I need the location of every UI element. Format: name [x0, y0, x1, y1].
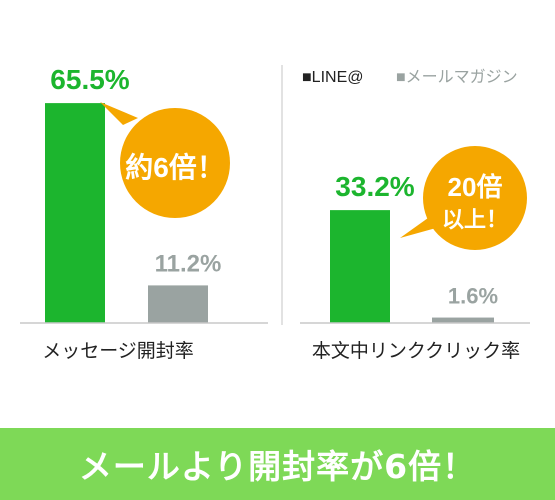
callout-6x-text: 約6倍！ — [125, 151, 225, 183]
label-line-click-rate: 33.2% — [335, 171, 414, 202]
bar-line-open-rate — [45, 103, 105, 323]
label-mail-click-rate: 1.6% — [448, 284, 498, 309]
label-line-open-rate: 65.5% — [50, 64, 129, 95]
xlabel-open-rate: メッセージ開封率 — [42, 340, 194, 362]
bar-line-click-rate — [330, 210, 390, 323]
callout-6x: 約6倍！ — [100, 102, 230, 218]
callout-20x-line1: 20倍 — [448, 172, 503, 202]
footer-banner: メールより開封率が6倍！ — [0, 428, 555, 500]
legend-line: ■LINE@ — [302, 69, 363, 86]
xlabel-click-rate: 本文中リンククリック率 — [312, 340, 520, 362]
callout-20x-line2: 以上！ — [442, 207, 508, 232]
legend-mail: ■メールマガジン — [396, 68, 518, 86]
bar-mail-click-rate — [432, 317, 494, 323]
label-mail-open-rate: 11.2% — [155, 250, 222, 277]
callout-20x: 20倍 以上！ — [400, 146, 527, 250]
chart-open-rate: 65.5% 11.2% メッセージ開封率 約6倍！ — [20, 64, 268, 362]
chart-click-rate: 33.2% 1.6% 本文中リンククリック率 20倍 以上！ — [300, 146, 530, 362]
footer-text: メールより開封率が6倍！ — [78, 447, 477, 486]
bar-mail-open-rate — [148, 285, 208, 323]
comparison-chart: ■LINE@ ■メールマガジン 65.5% 11.2% メッセージ開封率 約6倍… — [20, 64, 530, 362]
